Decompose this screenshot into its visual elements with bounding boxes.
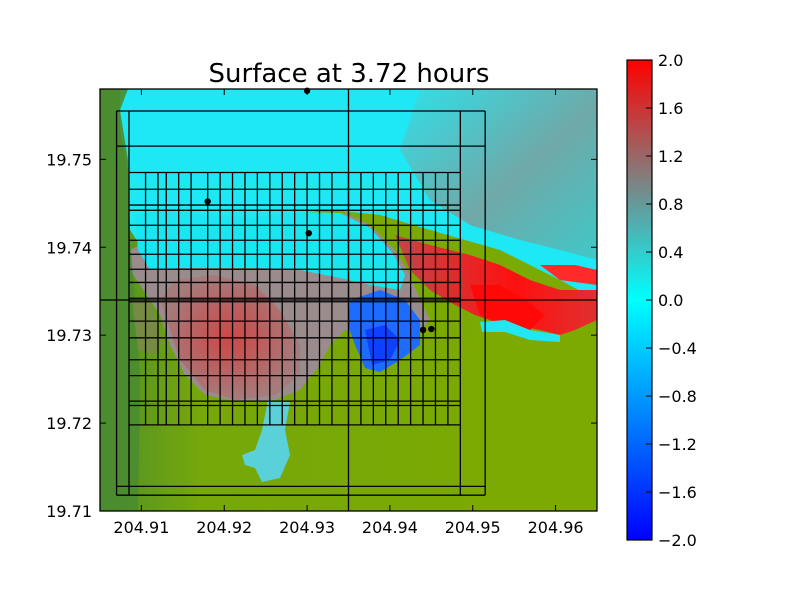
colorbar-tick-label: 0.0 bbox=[658, 291, 683, 310]
east-coast-cyan bbox=[480, 320, 560, 342]
east-coast-land bbox=[470, 330, 597, 511]
colorbar-tick-label: 2.0 bbox=[658, 51, 683, 70]
colorbar-ticks: 2.0 1.6 1.2 0.8 0.4 0.0 −0.4 −0.8 −1.2 −1.6 −2.0 bbox=[646, 51, 697, 550]
x-tick-label: 204.91 bbox=[113, 518, 169, 537]
x-tick-label: 204.95 bbox=[445, 518, 501, 537]
gauge-marker bbox=[428, 325, 435, 333]
gauge-marker bbox=[419, 326, 427, 334]
east-surge-core bbox=[470, 285, 545, 330]
y-tick-label: 19.75 bbox=[46, 150, 92, 169]
west-shelf bbox=[132, 300, 162, 355]
colorbar-tick-label: −1.6 bbox=[658, 483, 697, 502]
colorbar-tick-label: −0.8 bbox=[658, 387, 697, 406]
colorbar-tick-label: −1.2 bbox=[658, 435, 697, 454]
x-tick-label: 204.92 bbox=[196, 518, 252, 537]
colorbar-tick-label: 1.2 bbox=[658, 147, 683, 166]
y-tick-label: 19.72 bbox=[46, 414, 92, 433]
east-surge-streak bbox=[540, 265, 597, 285]
grid-lines bbox=[100, 89, 597, 511]
colorbar-tick-label: 0.8 bbox=[658, 195, 683, 214]
colorbar-tick-label: −2.0 bbox=[658, 531, 697, 550]
x-tick-label: 204.94 bbox=[362, 518, 418, 537]
x-axis: 204.91 204.92 204.93 204.94 204.95 204.96 bbox=[113, 89, 584, 537]
colorbar-tick-label: 1.6 bbox=[658, 99, 683, 118]
chart-title: Surface at 3.72 hours bbox=[209, 59, 490, 89]
gauge-marker bbox=[204, 198, 211, 205]
south-channel bbox=[242, 400, 290, 482]
gauge-marker bbox=[305, 229, 312, 237]
y-tick-label: 19.74 bbox=[46, 238, 92, 257]
y-axis: 19.71 19.72 19.73 19.74 19.75 bbox=[46, 150, 597, 521]
y-tick-label: 19.71 bbox=[46, 502, 92, 521]
colorbar-tick-label: −0.4 bbox=[658, 339, 697, 358]
colorbar-tick-label: 0.4 bbox=[658, 243, 683, 262]
y-tick-label: 19.73 bbox=[46, 326, 92, 345]
x-tick-label: 204.93 bbox=[279, 518, 335, 537]
x-tick-label: 204.96 bbox=[528, 518, 584, 537]
sea-northeast bbox=[400, 89, 597, 260]
plot-frame bbox=[99, 88, 598, 512]
